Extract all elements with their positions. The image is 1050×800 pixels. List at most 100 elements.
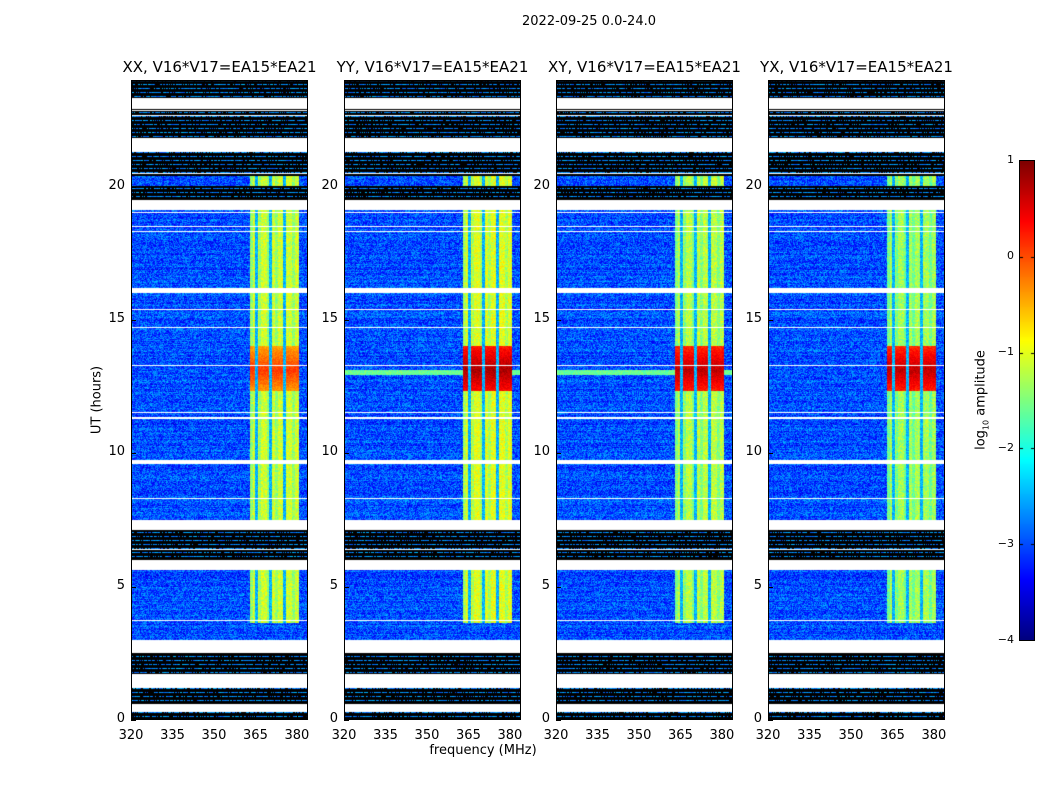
x-tick-label: 365 <box>243 728 268 743</box>
x-tick-label: 320 <box>331 728 357 743</box>
y-tick-mark <box>344 186 349 188</box>
y-tick-mark <box>768 453 773 455</box>
y-tick-label: 15 <box>108 311 125 326</box>
y-tick-label: 20 <box>321 177 338 193</box>
y-tick-mark <box>768 586 773 588</box>
x-tick-mark <box>892 714 894 719</box>
y-tick-mark <box>556 586 561 588</box>
x-tick-label: 350 <box>201 728 227 743</box>
x-tick-label: 335 <box>160 728 185 743</box>
y-tick-label: 20 <box>108 177 125 193</box>
waterfall-image <box>556 80 733 720</box>
x-tick-label: 350 <box>414 728 440 743</box>
x-tick-mark <box>597 714 599 719</box>
panel-title: XX, V16*V17=EA15*EA21 <box>122 58 317 76</box>
colorbar-tick: −2 <box>997 441 1014 454</box>
x-tick-mark <box>385 714 387 719</box>
y-tick-label: 15 <box>321 311 338 326</box>
waterfall-image <box>131 80 308 720</box>
x-tick-label: 320 <box>118 728 144 743</box>
y-tick-mark <box>768 720 773 721</box>
spectrogram-panel: YX, V16*V17=EA15*EA21 320 335 350 365 380 0 5 10… <box>745 58 952 743</box>
y-tick-label: 5 <box>116 577 125 593</box>
y-tick-label: 10 <box>745 444 762 460</box>
x-tick-label: 350 <box>838 728 864 743</box>
y-tick-label: 20 <box>533 177 550 193</box>
x-tick-label: 380 <box>284 728 310 743</box>
y-tick-mark <box>556 320 561 321</box>
y-tick-label: 5 <box>329 577 338 593</box>
colorbar-tick: −4 <box>997 633 1014 646</box>
y-tick-mark <box>768 320 773 321</box>
y-tick-mark <box>344 320 349 321</box>
waterfall-image <box>344 80 521 720</box>
x-tick-mark <box>721 714 723 719</box>
x-tick-mark <box>344 714 345 719</box>
x-tick-mark <box>850 714 852 719</box>
colorbar-label: log10 amplitude <box>973 350 991 450</box>
spectrogram-panel: XX, V16*V17=EA15*EA21 320 335 350 365 380 0 5 10… <box>108 58 316 743</box>
y-tick-mark <box>344 720 349 721</box>
y-tick-label: 10 <box>108 444 125 460</box>
panel-title: YY, V16*V17=EA15*EA21 <box>336 58 529 76</box>
y-tick-label: 0 <box>329 711 338 726</box>
x-tick-label: 335 <box>373 728 398 743</box>
panel-title: YX, V16*V17=EA15*EA21 <box>760 58 953 76</box>
x-tick-mark <box>172 714 174 719</box>
x-tick-label: 335 <box>585 728 610 743</box>
colorbar-tick: −3 <box>997 537 1014 550</box>
x-tick-label: 380 <box>921 728 947 743</box>
x-tick-label: 320 <box>755 728 781 743</box>
waterfall-image <box>768 80 945 720</box>
y-tick-label: 5 <box>541 577 550 593</box>
y-tick-mark <box>131 320 136 321</box>
x-axis-label: frequency (MHz) <box>429 743 537 758</box>
y-tick-label: 20 <box>745 177 762 193</box>
y-tick-mark <box>344 586 349 588</box>
colorbar-tick: 0 <box>1007 249 1014 262</box>
colorbar-tick: 1 <box>1007 153 1014 166</box>
y-tick-label: 15 <box>533 311 550 326</box>
y-tick-mark <box>556 453 561 455</box>
spectrogram-panel: YY, V16*V17=EA15*EA21 320 335 350 365 380 0 5 10… <box>321 58 528 743</box>
y-tick-mark <box>131 453 136 455</box>
x-tick-mark <box>255 714 257 719</box>
y-tick-mark <box>131 720 136 721</box>
x-tick-label: 365 <box>880 728 905 743</box>
x-tick-label: 350 <box>626 728 652 743</box>
y-tick-mark <box>556 186 561 188</box>
spectrogram-panel: XY, V16*V17=EA15*EA21 320 335 350 365 380 0 5 10… <box>533 58 740 743</box>
x-tick-label: 365 <box>668 728 693 743</box>
x-tick-mark <box>509 714 511 719</box>
y-tick-mark <box>131 186 136 188</box>
x-tick-mark <box>426 714 428 719</box>
figure-title: 2022-09-25 0.0-24.0 <box>522 14 656 29</box>
y-axis-label: UT (hours) <box>89 365 105 435</box>
colorbar <box>1019 160 1035 641</box>
y-tick-mark <box>556 720 561 721</box>
x-tick-mark <box>213 714 215 719</box>
panel-title: XY, V16*V17=EA15*EA21 <box>548 58 741 76</box>
y-tick-label: 0 <box>753 711 762 726</box>
colorbar-tick: −1 <box>997 345 1014 358</box>
x-tick-label: 365 <box>456 728 481 743</box>
x-tick-mark <box>638 714 640 719</box>
x-tick-mark <box>809 714 811 719</box>
y-tick-mark <box>131 586 136 588</box>
y-tick-label: 15 <box>745 311 762 326</box>
x-tick-label: 335 <box>797 728 822 743</box>
x-tick-mark <box>131 714 132 719</box>
y-tick-label: 10 <box>533 444 550 460</box>
x-tick-mark <box>933 714 935 719</box>
x-tick-mark <box>680 714 682 719</box>
y-tick-label: 10 <box>321 444 338 460</box>
x-tick-mark <box>296 714 298 719</box>
x-tick-mark <box>768 714 769 719</box>
x-tick-label: 380 <box>497 728 523 743</box>
x-tick-mark <box>556 714 557 719</box>
y-tick-mark <box>768 186 773 188</box>
y-tick-label: 0 <box>541 711 550 726</box>
y-tick-label: 0 <box>116 711 125 726</box>
x-tick-mark <box>468 714 470 719</box>
